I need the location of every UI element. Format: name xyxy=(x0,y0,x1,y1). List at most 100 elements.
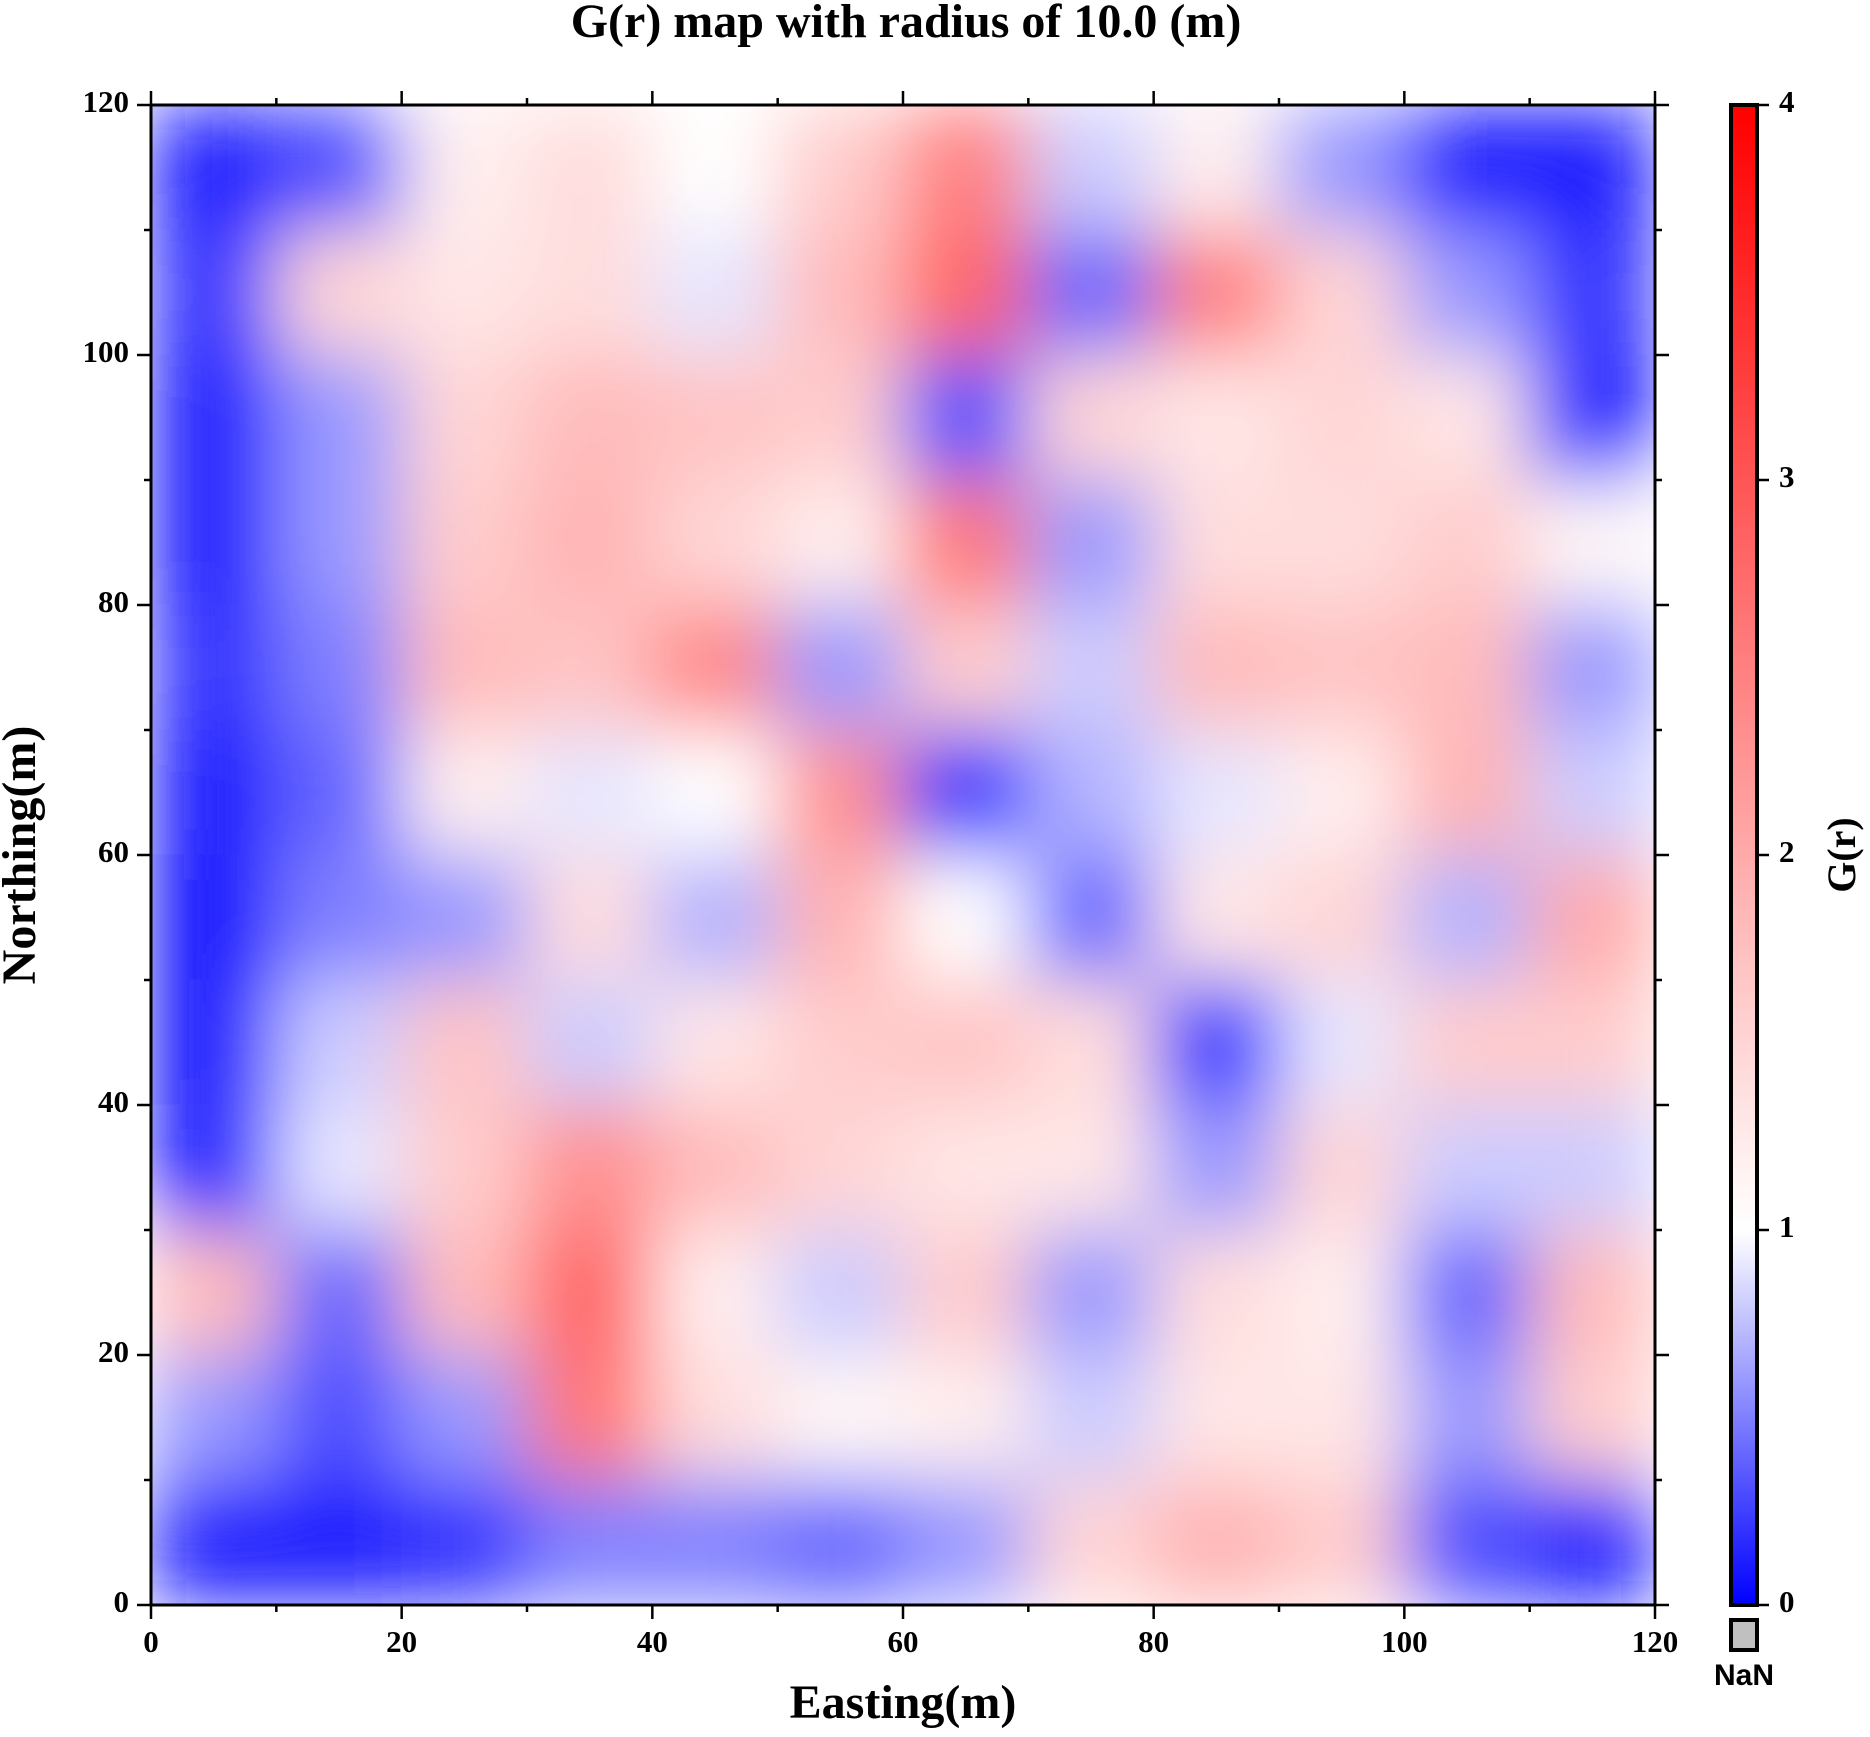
heat-cell xyxy=(526,604,653,731)
heat-cell xyxy=(1027,729,1155,856)
heat-cell xyxy=(526,1229,653,1356)
heat-cell xyxy=(1153,105,1280,231)
heat-cell xyxy=(1529,229,1655,356)
heat-cell xyxy=(151,1229,277,1356)
heat-cell xyxy=(275,1104,403,1231)
heat-cell xyxy=(1278,604,1405,731)
y-tick-label: 0 xyxy=(114,1584,130,1619)
heat-cell xyxy=(1153,229,1280,356)
heat-cell xyxy=(1529,354,1655,481)
heat-cell xyxy=(651,229,779,356)
heat-cell xyxy=(275,354,403,481)
heat-cell xyxy=(151,729,277,856)
heat-cell xyxy=(1027,105,1155,231)
heat-cell xyxy=(526,979,653,1106)
heat-cell xyxy=(1529,604,1655,731)
heat-cell xyxy=(1529,1229,1655,1356)
heat-cell xyxy=(1027,1104,1155,1231)
heat-cell xyxy=(777,354,904,481)
heat-cell xyxy=(777,229,904,356)
heat-cell xyxy=(526,854,653,981)
heat-cell xyxy=(1403,729,1531,856)
heat-cell xyxy=(151,854,277,981)
heat-cell xyxy=(1153,354,1280,481)
heat-cell xyxy=(902,729,1029,856)
heat-cell xyxy=(1027,854,1155,981)
heat-cell xyxy=(777,604,904,731)
heat-cell xyxy=(275,229,403,356)
heat-cell xyxy=(777,105,904,231)
heat-cell xyxy=(1529,854,1655,981)
heat-cell xyxy=(1529,729,1655,856)
heat-cell xyxy=(1403,229,1531,356)
heat-cell xyxy=(401,1104,528,1231)
heat-cell xyxy=(151,604,277,731)
heat-cell xyxy=(902,1104,1029,1231)
heat-cell xyxy=(902,1479,1029,1605)
heat-cell xyxy=(777,479,904,606)
heat-cell xyxy=(1403,479,1531,606)
heat-cell xyxy=(401,229,528,356)
nan-label: NaN xyxy=(1714,1659,1774,1692)
heat-cell xyxy=(1153,979,1280,1106)
heat-cell xyxy=(1027,1354,1155,1481)
heat-cell xyxy=(651,854,779,981)
heat-cell xyxy=(151,1354,277,1481)
heat-cell xyxy=(401,979,528,1106)
heat-cell xyxy=(1278,979,1405,1106)
heat-cell xyxy=(275,979,403,1106)
heat-cell xyxy=(526,479,653,606)
heat-cell xyxy=(1403,1104,1531,1231)
heat-cell xyxy=(1153,1104,1280,1231)
heat-cell xyxy=(1529,1479,1655,1605)
heat-cell xyxy=(1278,1354,1405,1481)
x-tick-label: 20 xyxy=(386,1624,417,1659)
heat-cell xyxy=(151,979,277,1106)
heat-cell xyxy=(777,729,904,856)
heat-cell xyxy=(1027,354,1155,481)
nan-swatch xyxy=(1729,1618,1759,1652)
heat-cell xyxy=(1153,479,1280,606)
heat-cell xyxy=(651,1229,779,1356)
heat-cell xyxy=(902,604,1029,731)
colorbar xyxy=(1729,103,1759,1607)
heat-cell xyxy=(151,229,277,356)
heat-cell xyxy=(902,1354,1029,1481)
heat-cell xyxy=(275,1354,403,1481)
colorbar-tick-label: 2 xyxy=(1779,834,1795,869)
heat-cell xyxy=(777,854,904,981)
heat-cell xyxy=(902,979,1029,1106)
chart-title: G(r) map with radius of 10.0 (m) xyxy=(571,0,1242,48)
heat-cell xyxy=(651,1479,779,1605)
colorbar-tick-label: 1 xyxy=(1779,1209,1795,1244)
heat-cell xyxy=(275,854,403,981)
y-tick-label: 120 xyxy=(83,84,130,119)
heat-cell xyxy=(1403,1479,1531,1605)
y-tick-label: 60 xyxy=(98,834,129,869)
colorbar-tick-label: 3 xyxy=(1779,459,1795,494)
heat-cell xyxy=(1403,604,1531,731)
heat-cell xyxy=(1153,729,1280,856)
heat-cell xyxy=(1027,979,1155,1106)
heat-cell xyxy=(1529,1354,1655,1481)
heat-cell xyxy=(651,1104,779,1231)
heat-cell xyxy=(777,1479,904,1605)
heat-cell xyxy=(401,1354,528,1481)
heat-cell xyxy=(526,105,653,231)
heat-cell xyxy=(1027,1479,1155,1605)
heat-cell xyxy=(1403,979,1531,1106)
heat-cell xyxy=(526,354,653,481)
heat-cell xyxy=(777,979,904,1106)
heat-cell xyxy=(275,604,403,731)
heat-cell xyxy=(401,1479,528,1605)
heat-cell xyxy=(902,854,1029,981)
heat-cell xyxy=(1403,1354,1531,1481)
heat-cell xyxy=(401,729,528,856)
y-tick-label: 80 xyxy=(98,584,129,619)
heat-cell xyxy=(401,604,528,731)
heat-cell xyxy=(1153,1354,1280,1481)
heat-cell xyxy=(651,105,779,231)
heat-cell xyxy=(1278,854,1405,981)
heat-cell xyxy=(151,354,277,481)
